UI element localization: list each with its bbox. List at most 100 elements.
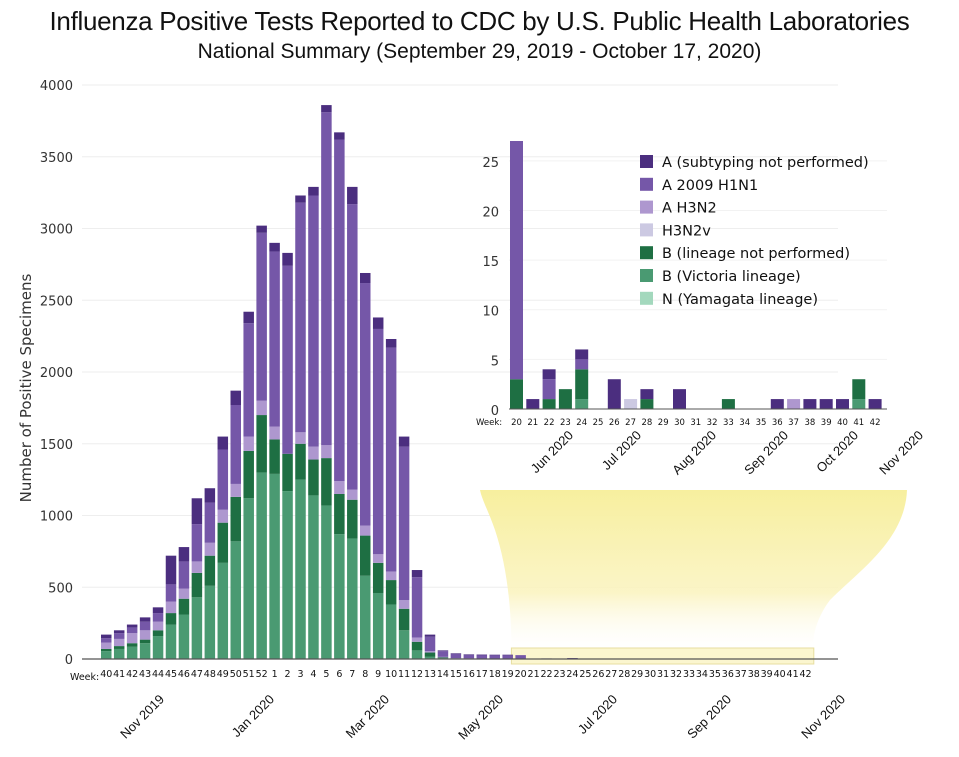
bar-segment (398, 446, 410, 601)
inset-y-tick-label: 5 (491, 354, 499, 369)
inset-week-tick-label: 27 (625, 418, 636, 428)
bar-segment (347, 204, 358, 490)
bar-segment (204, 542, 216, 556)
y-tick-label: 1000 (40, 510, 73, 525)
legend-swatch (640, 291, 653, 305)
week-tick-label: 10 (385, 669, 397, 680)
inset-bar-segment (787, 399, 801, 409)
bar-segment (489, 654, 500, 656)
bar-segment (178, 547, 190, 562)
week-tick-label: 38 (748, 669, 760, 680)
bar-segment (334, 139, 345, 482)
legend-swatch (640, 200, 653, 214)
month-label: Mar 2020 (343, 692, 392, 741)
inset-y-tick-label: 0 (491, 404, 499, 419)
inset-bar-segment (852, 379, 866, 400)
bar-segment (385, 604, 397, 659)
week-tick-label: 34 (696, 669, 708, 680)
bar-segment (334, 493, 345, 535)
bar-segment (243, 311, 254, 324)
bar-segment (424, 652, 436, 657)
legend: A (subtyping not performed) A 2009 H1N1 A … (640, 155, 869, 308)
bar-segment (269, 426, 280, 440)
week-tick-label: 40 (774, 669, 786, 680)
week-tick-label: 29 (631, 669, 643, 680)
bar-segment (101, 638, 112, 643)
bar-segment (217, 562, 229, 659)
inset-bar-segment (770, 399, 784, 409)
bar-segment (295, 479, 306, 659)
inset-week-axis-label: Week: (476, 418, 502, 428)
bar-segment (385, 347, 397, 572)
week-tick-label: 6 (336, 669, 342, 680)
inset-week-tick-label: 33 (723, 418, 734, 428)
week-tick-label: 22 (541, 669, 553, 680)
bar-segment (230, 496, 241, 542)
bar-segment (372, 554, 384, 563)
bar-segment (230, 390, 241, 406)
week-tick-label: 30 (644, 669, 656, 680)
zoom-highlight (480, 490, 907, 665)
bar-segment (282, 265, 293, 454)
bar-segment (165, 601, 177, 614)
week-tick-label: 25 (579, 669, 591, 680)
bar-segment (321, 445, 332, 459)
bar-segment (347, 489, 358, 500)
bar-segment (334, 481, 345, 494)
inset-week-tick-label: 31 (690, 418, 701, 428)
inset-y-tick-label: 15 (482, 255, 499, 270)
month-label: May 2020 (455, 692, 506, 743)
inset-month-label: Jun 2020 (528, 428, 576, 476)
bar-segment (385, 580, 397, 605)
bar-segment (308, 446, 319, 460)
month-label: Jul 2020 (575, 692, 620, 737)
inset-week-tick-label: 22 (544, 418, 555, 428)
bar-segment (139, 621, 151, 631)
week-tick-label: 20 (515, 669, 527, 680)
bar-segment (165, 584, 177, 602)
inset-week-tick-label: 35 (756, 418, 767, 428)
inset-month-label: Nov 2020 (876, 428, 926, 478)
inset-week-tick-label: 23 (560, 418, 571, 428)
inset-bars (510, 141, 882, 409)
bar-segment (308, 495, 319, 659)
bar-segment (178, 588, 190, 599)
bar-segment (321, 458, 332, 506)
bar-segment (334, 132, 345, 140)
bar-segment (424, 656, 436, 659)
inset-y-tick-label: 25 (482, 156, 499, 171)
week-tick-label: 42 (800, 669, 812, 680)
bar-segment (463, 654, 475, 659)
month-label: Nov 2019 (117, 692, 167, 742)
inset-bar-segment (542, 379, 556, 400)
inset-bar-segment (803, 399, 817, 409)
week-tick-label: 42 (126, 669, 138, 680)
inset-bar-segment (510, 379, 523, 409)
bar-segment (347, 499, 358, 539)
bar-segment (308, 195, 319, 447)
bar-segment (398, 600, 410, 609)
week-tick-label: 28 (618, 669, 630, 680)
bar-segment (152, 607, 164, 614)
week-tick-label: 7 (349, 669, 355, 680)
week-tick-label: 50 (230, 669, 242, 680)
week-tick-label: 33 (683, 669, 695, 680)
week-tick-label: 9 (375, 669, 381, 680)
inset-week-tick-label: 25 (593, 418, 604, 428)
bar-segment (398, 436, 410, 447)
inset-week-tick-label: 39 (821, 418, 832, 428)
inset-week-tick-label: 41 (853, 418, 864, 428)
month-label: Jan 2020 (229, 692, 277, 740)
inset-y-tick-label: 10 (482, 305, 499, 320)
week-tick-label: 23 (553, 669, 565, 680)
inset-month-label: Aug 2020 (669, 428, 719, 478)
bar-segment (269, 251, 280, 427)
week-tick-label: 45 (165, 669, 177, 680)
bar-segment (139, 643, 151, 659)
bar-segment (334, 534, 345, 659)
bar-segment (515, 655, 526, 659)
bar-segment (450, 653, 462, 654)
zoom-connector (480, 490, 907, 648)
inset-y-tick-label: 20 (482, 205, 499, 220)
week-tick-label: 48 (204, 669, 216, 680)
